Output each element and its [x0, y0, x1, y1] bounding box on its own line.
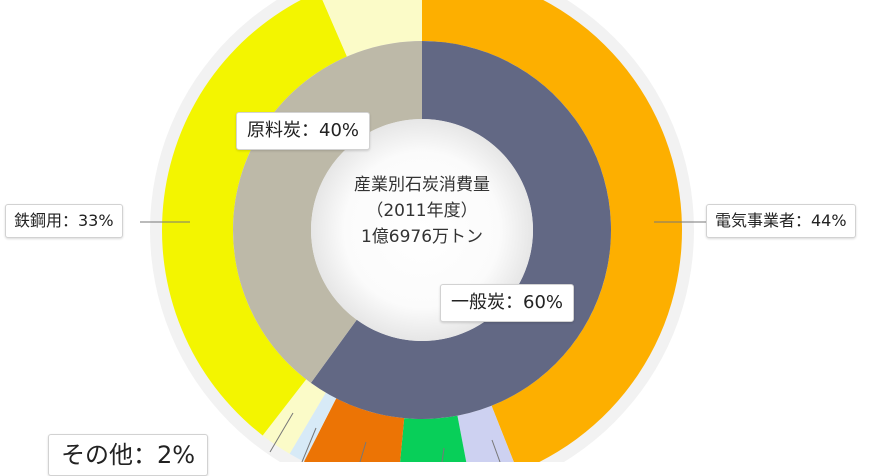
- inner-slice-0: [310, 41, 612, 419]
- outer-slice-2: [400, 415, 467, 462]
- outer-slice-5: [262, 379, 326, 454]
- outer-slice-7: [322, 0, 422, 57]
- outer-slice-4: [289, 392, 337, 462]
- leader-line-3: [301, 427, 317, 462]
- outer-slice-1: [457, 405, 514, 462]
- outer-slice-6: [162, 0, 347, 436]
- center-label-title: 産業別石炭消費量: [354, 175, 490, 195]
- leader-lines: [140, 221, 706, 462]
- label-general-coal: 一般炭：60%: [440, 284, 575, 322]
- center-label-total: 1億6976万トン: [360, 227, 484, 247]
- outer-slice-0: [422, 0, 682, 462]
- label-steel: 鉄鋼用：33%: [5, 204, 123, 238]
- leader-line-6: [491, 439, 501, 462]
- label-electric-utilities: 電気事業者：44%: [706, 204, 856, 238]
- chart-center-label: 産業別石炭消費量 （2011年度） 1億6976万トン: [311, 172, 533, 250]
- outer-ring: [162, 0, 682, 462]
- leader-line-4: [359, 441, 367, 462]
- outer-slice-3: [303, 398, 405, 462]
- leader-line-2: [269, 412, 294, 453]
- label-other: その他：2%: [48, 434, 209, 476]
- label-coking-coal: 原料炭：40%: [236, 112, 371, 150]
- leader-line-5: [441, 447, 445, 462]
- center-label-year: （2011年度）: [366, 201, 478, 221]
